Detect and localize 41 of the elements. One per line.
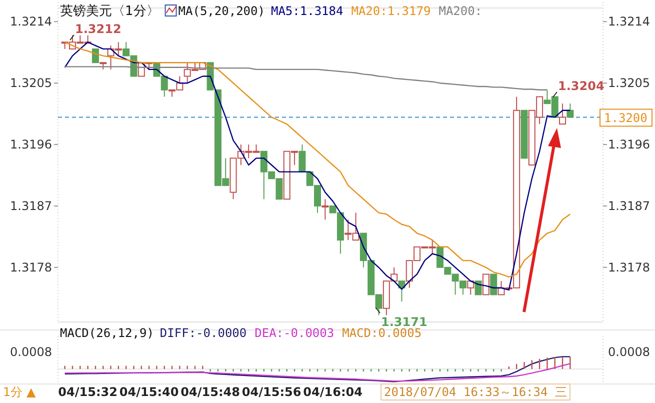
y-tick-label: 1.3178	[10, 260, 52, 274]
text: 0.0008	[10, 345, 52, 359]
text: 1分 ▲	[3, 385, 36, 399]
candlestick	[322, 198, 329, 220]
annotation: MA(5,20,200)	[178, 4, 265, 18]
line-series	[64, 66, 548, 91]
x-tick-label: 04/15:32	[58, 385, 118, 399]
candlestick	[559, 103, 566, 125]
candlestick	[298, 144, 306, 172]
y2-tick-label: 1.3205	[608, 76, 650, 90]
y2-tick-label: 1.3196	[608, 138, 650, 152]
text: MA200:	[438, 4, 482, 18]
x-tick-label: 04/16:04	[303, 385, 362, 399]
y2-tick-label: 1.3214	[608, 14, 650, 29]
x-tick-label: 04/15:40	[119, 385, 179, 399]
text: DEA:-0.0003	[254, 326, 334, 340]
y-tick-label: 1.3214	[10, 14, 52, 29]
x-tick-label: 04/15:56	[242, 385, 302, 399]
text: 2018/07/04 16:33～16:34 三	[384, 385, 567, 399]
y-tick-label: 1.3196	[10, 138, 52, 152]
chart-title: 英镑美元〈1分〉	[60, 3, 160, 19]
candlestick	[490, 274, 498, 296]
ref-line-label: 1.3200	[604, 111, 648, 126]
candlestick	[467, 280, 474, 296]
text: MACD:0.0005	[342, 326, 422, 340]
text: DIFF:-0.0000	[160, 326, 247, 340]
candlestick	[482, 274, 490, 296]
annotation: 1.3212	[75, 22, 122, 36]
annotation: 1.3204	[558, 79, 604, 93]
annotation: 1.3171	[381, 315, 428, 329]
text: 0.0008	[608, 345, 650, 359]
y-tick-label: 1.3205	[10, 76, 52, 90]
y-tick-label: 1.3187	[10, 198, 52, 213]
y2-tick-label: 1.3187	[608, 198, 650, 213]
candlestick	[474, 280, 482, 296]
y2-tick-label: 1.3178	[608, 260, 650, 274]
candlestick	[566, 103, 574, 118]
x-tick-label: 04/15:48	[180, 385, 240, 399]
text: MA20:1.3179	[351, 4, 431, 18]
text: MA5:1.3184	[270, 4, 344, 18]
chart-title: MACD(26,12,9)	[60, 326, 154, 340]
